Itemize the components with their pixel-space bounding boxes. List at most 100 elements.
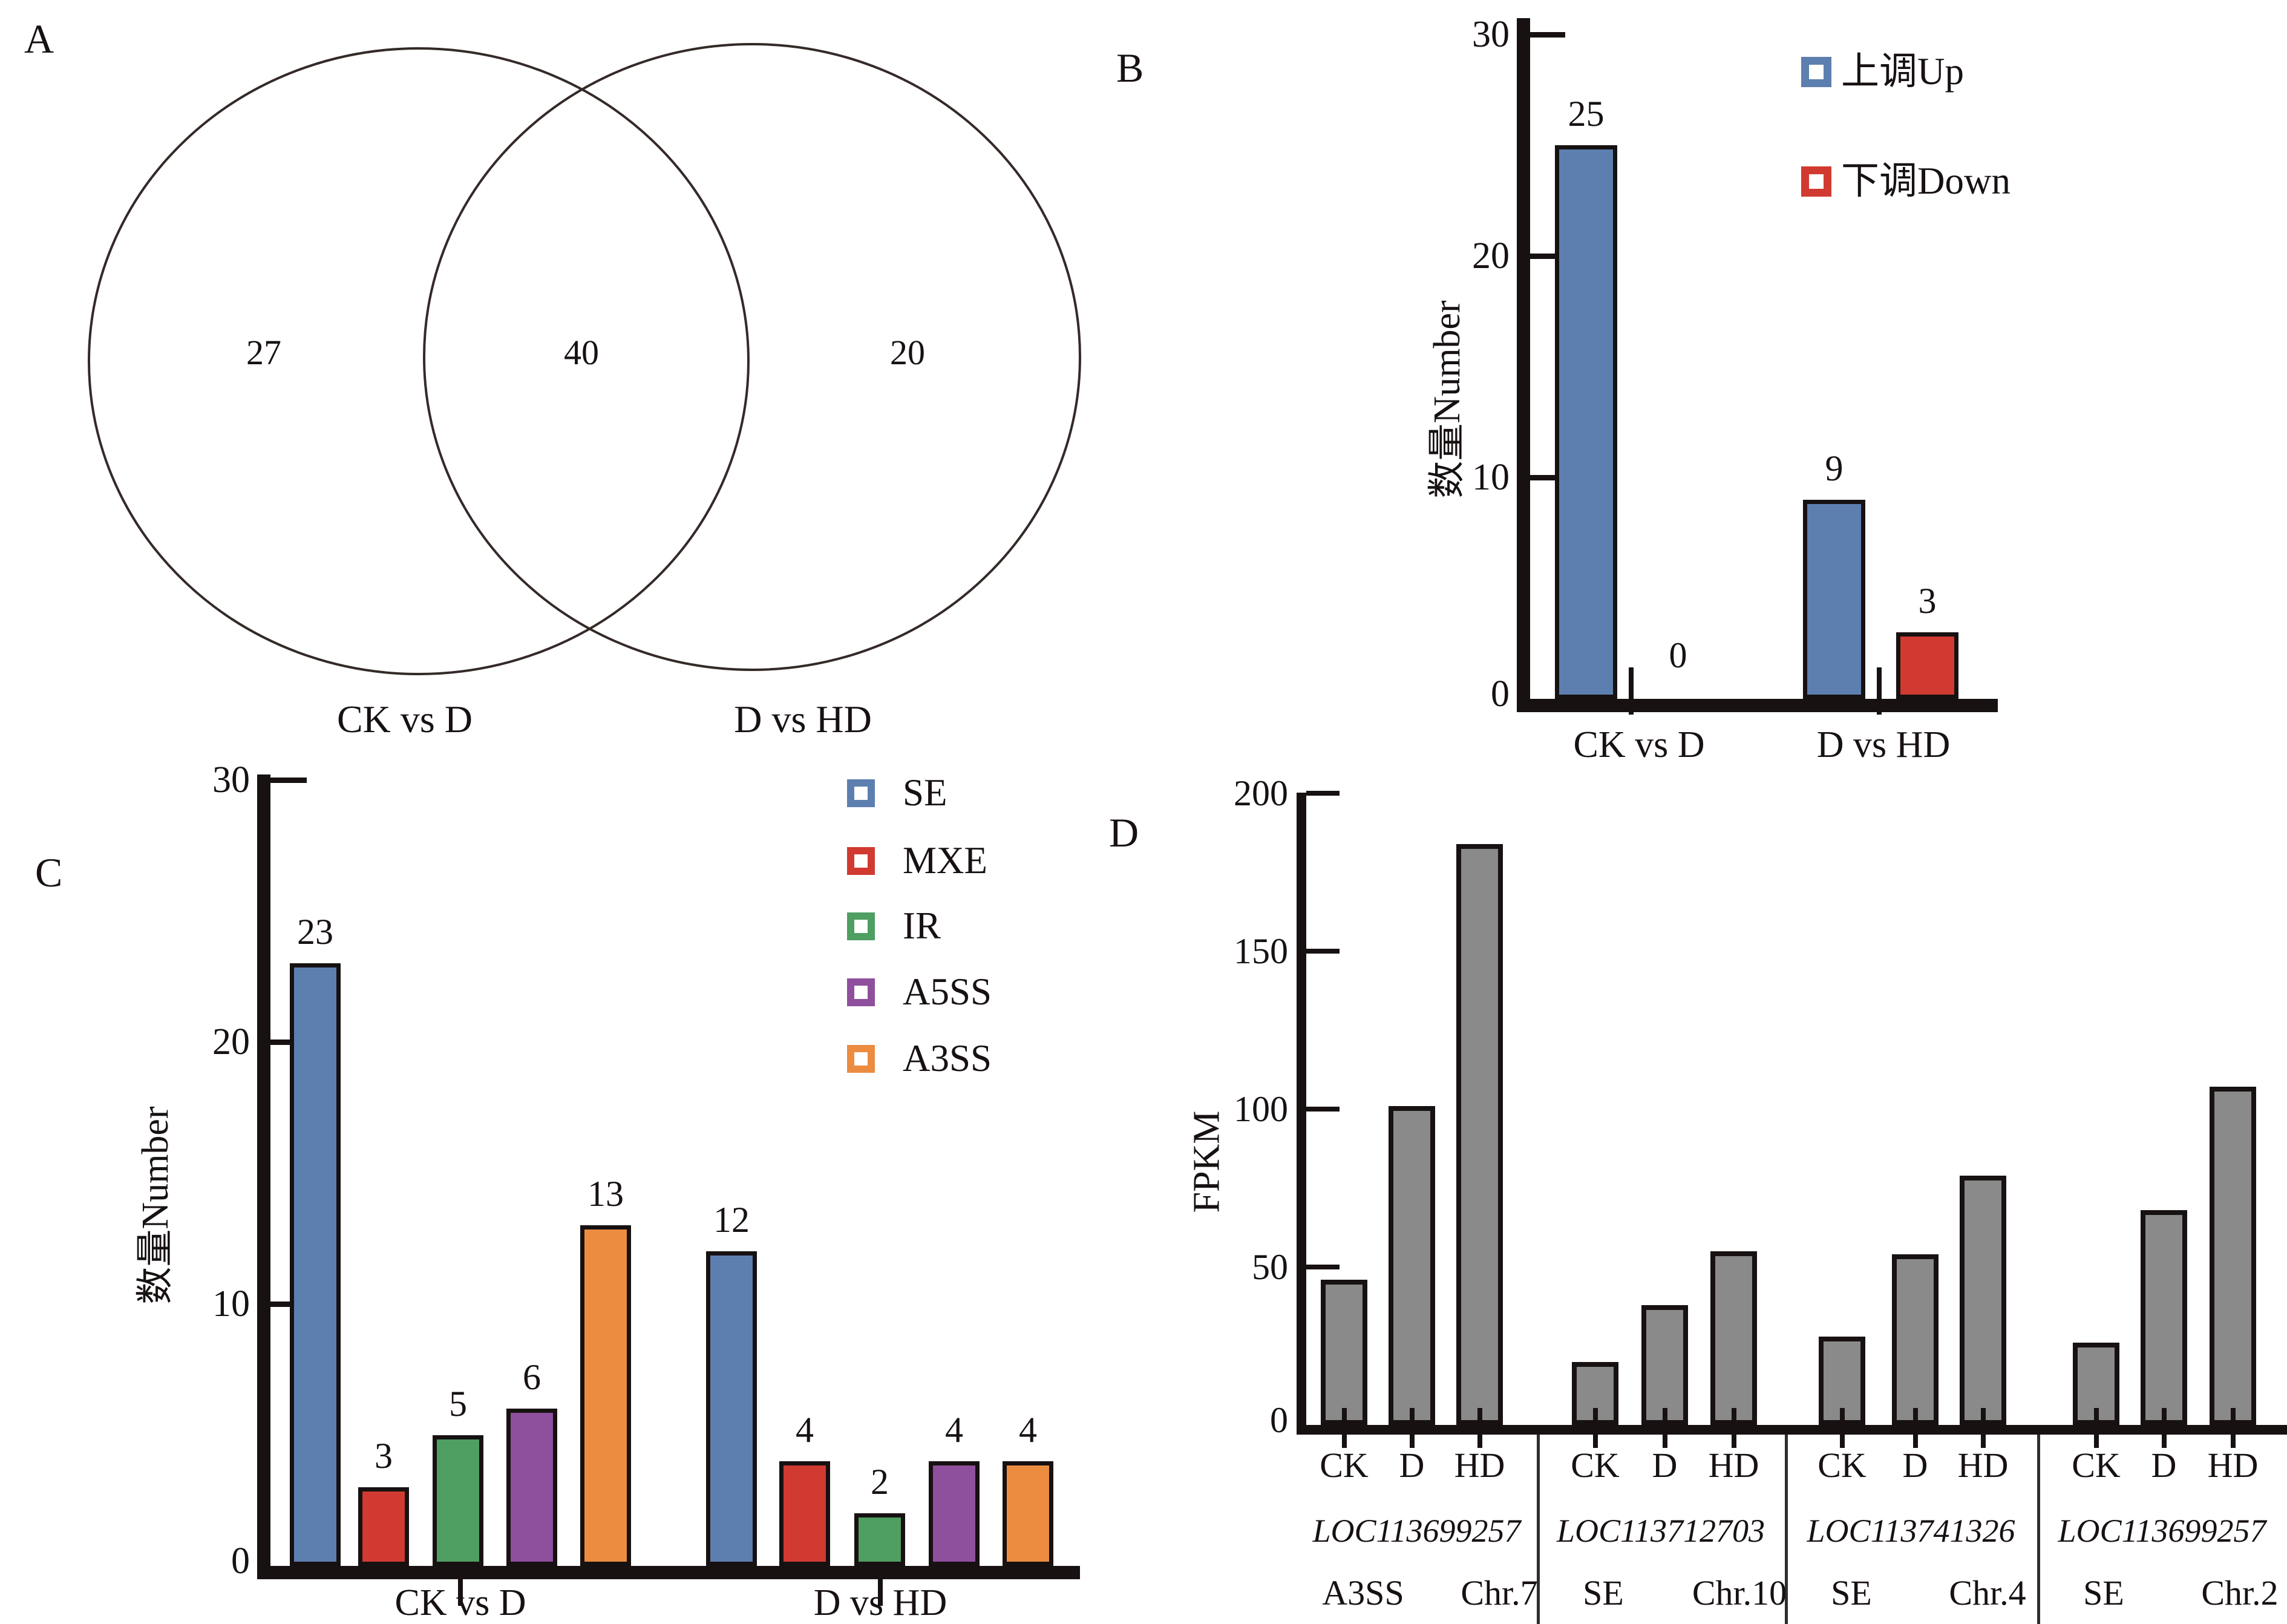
y-tick-200	[1306, 791, 1340, 796]
bar-below-tick-LOC113741326-HD-g3	[1980, 1435, 1986, 1448]
venn-overlap-count: 40	[564, 333, 599, 372]
value-label-CK-vs-D-MXE: 3	[375, 1436, 393, 1476]
y-tick-150	[1306, 949, 1340, 954]
y-tick-label-150: 150	[1234, 931, 1288, 971]
y-tick-10	[1530, 475, 1565, 480]
value-label-D-vs-HD-IR: 2	[871, 1462, 889, 1502]
bar-LOC113712703-HD-g2	[1710, 1251, 1757, 1425]
bar-LOC113699257-D-g1	[1389, 1105, 1435, 1425]
value-label-D-vs-HD-A5SS: 4	[945, 1409, 963, 1450]
y-tick-label-0: 0	[1491, 673, 1510, 715]
panel-c-chart: 0 10 20 30 23 12 3 4 5 2 6 4 13 4 CK vs D D vs HD SE MXE I…	[0, 759, 1089, 1624]
panel-d-chart: 0 50 100 150 200 CK D HD LOC113699257 A3SS Chr.7 CK…	[1089, 773, 2287, 1624]
value-label-CK-vs-D-Down: 0	[1669, 635, 1687, 675]
legend-swatch-A5SS	[847, 978, 875, 1006]
chromosome-label-g1: Chr.7	[1461, 1573, 1538, 1613]
bar-LOC113741326-HD-g3	[1960, 1175, 2006, 1425]
event-label-g1: A3SS	[1322, 1573, 1404, 1613]
bar-below-tick-LOC113741326-CK-g3	[1839, 1435, 1845, 1448]
legend-label-Up: 上调Up	[1841, 50, 1964, 93]
x-tick-D-vs-HD	[878, 1579, 883, 1606]
legend-label-IR: IR	[903, 905, 941, 947]
bar-LOC113699257-HD-g1	[1456, 843, 1503, 1425]
panel-b-letter: B	[1116, 45, 1144, 91]
bar-base-tick-LOC113741326-HD-g3	[1980, 1408, 1986, 1425]
group-divider-1	[1537, 1435, 1540, 1624]
value-label-CK-vs-D-A3SS: 13	[587, 1174, 624, 1214]
bar-below-tick-LOC113699257-HD-g4	[2230, 1435, 2236, 1448]
legend-label-SE: SE	[903, 771, 947, 814]
value-label-D-vs-HD-SE: 12	[713, 1200, 750, 1240]
bar-below-tick-LOC113699257-CK-g4	[2093, 1435, 2099, 1448]
value-label-CK-vs-D-IR: 5	[449, 1383, 467, 1424]
value-label-D-vs-HD-MXE: 4	[796, 1409, 814, 1450]
y-tick-label-30: 30	[1472, 14, 1510, 55]
event-label-g4: SE	[2083, 1573, 2124, 1613]
sample-label-LOC113699257-CK-g1: CK	[1320, 1446, 1369, 1485]
panel-b-chart: 0 10 20 30 25 9 0 3 CK vs D D vs HD 上调Up 下调Down	[1089, 0, 2287, 774]
venn-left-set-label: CK vs D	[336, 698, 473, 741]
bar-base-tick-LOC113741326-CK-g3	[1839, 1408, 1845, 1425]
bar-below-tick-LOC113712703-HD-g2	[1731, 1435, 1736, 1448]
panel-d-letter: D	[1109, 810, 1139, 856]
x-axis	[1517, 699, 1998, 712]
bar-base-tick-LOC113699257-CK-g1	[1341, 1408, 1347, 1425]
category-label-CK-vs-D: CK vs D	[1573, 724, 1705, 765]
group-divider-2	[1785, 1435, 1788, 1624]
x-tick-CK-vs-D	[1629, 667, 1634, 715]
bar-D-vs-HD-IR	[854, 1513, 905, 1566]
y-tick-20	[1530, 254, 1565, 259]
x-tick-CK-vs-D	[458, 1579, 463, 1606]
panel-d: D FPKM 0 50 100 150 200 CK D HD LOC113699257 A3SS…	[1089, 773, 2287, 1624]
y-tick-20	[270, 1040, 307, 1045]
y-tick-label-100: 100	[1234, 1089, 1288, 1129]
bar-below-tick-LOC113712703-CK-g2	[1592, 1435, 1598, 1448]
legend-label-MXE: MXE	[903, 839, 987, 882]
y-tick-label-20: 20	[212, 1021, 250, 1062]
gene-label-g1: LOC113699257	[1312, 1513, 1521, 1549]
bar-base-tick-LOC113699257-HD-g1	[1477, 1408, 1482, 1425]
legend-swatch-A3SS	[847, 1045, 875, 1073]
bar-below-tick-LOC113699257-D-g1	[1409, 1435, 1415, 1448]
category-label-D-vs-HD: D vs HD	[1816, 724, 1951, 765]
sample-label-LOC113699257-D-g4: D	[2151, 1446, 2177, 1485]
bar-D-vs-HD-Down	[1896, 632, 1958, 699]
value-label-D-vs-HD-Up: 9	[1825, 448, 1844, 488]
gene-label-g2: LOC113712703	[1556, 1513, 1765, 1549]
bar-CK-vs-D-IR	[433, 1435, 483, 1566]
sample-label-LOC113699257-HD-g4: HD	[2207, 1446, 2259, 1485]
venn-right-circle	[423, 43, 1081, 671]
bar-D-vs-HD-A3SS	[1003, 1461, 1053, 1566]
y-tick-30	[1530, 32, 1565, 38]
bar-below-tick-LOC113712703-D-g2	[1662, 1435, 1667, 1448]
panel-a: A 27 40 20 CK vs D D vs HD	[0, 0, 1089, 774]
sample-label-LOC113699257-HD-g1: HD	[1454, 1446, 1505, 1485]
legend-swatch-Down	[1801, 166, 1831, 197]
y-axis	[1517, 18, 1530, 712]
venn-left-circle	[88, 47, 750, 675]
chromosome-label-g3: Chr.4	[1949, 1573, 2026, 1613]
bar-base-tick-LOC113699257-D-g4	[2161, 1408, 2167, 1425]
y-axis	[257, 774, 270, 1579]
bar-base-tick-LOC113699257-D-g1	[1409, 1408, 1415, 1425]
y-axis	[1297, 793, 1306, 1435]
bar-LOC113699257-D-g4	[2141, 1210, 2187, 1425]
y-tick-label-30: 30	[212, 759, 250, 801]
bar-base-tick-LOC113699257-HD-g4	[2230, 1408, 2236, 1425]
legend-label-Down: 下调Down	[1841, 160, 2011, 202]
bar-LOC113699257-HD-g4	[2210, 1087, 2256, 1425]
venn-diagram	[88, 43, 1081, 675]
bar-LOC113699257-CK-g1	[1321, 1279, 1367, 1425]
category-label-CK-vs-D: CK vs D	[394, 1582, 526, 1623]
chromosome-label-g4: Chr.2	[2201, 1573, 2279, 1613]
bar-below-tick-LOC113741326-D-g3	[1912, 1435, 1918, 1448]
bar-LOC113741326-D-g3	[1892, 1254, 1939, 1425]
legend-swatch-Up	[1801, 57, 1831, 87]
legend-swatch-SE	[847, 779, 875, 807]
bar-CK-vs-D-Up	[1555, 145, 1617, 699]
bar-below-tick-LOC113699257-D-g4	[2161, 1435, 2167, 1448]
bar-D-vs-HD-MXE	[779, 1461, 830, 1566]
